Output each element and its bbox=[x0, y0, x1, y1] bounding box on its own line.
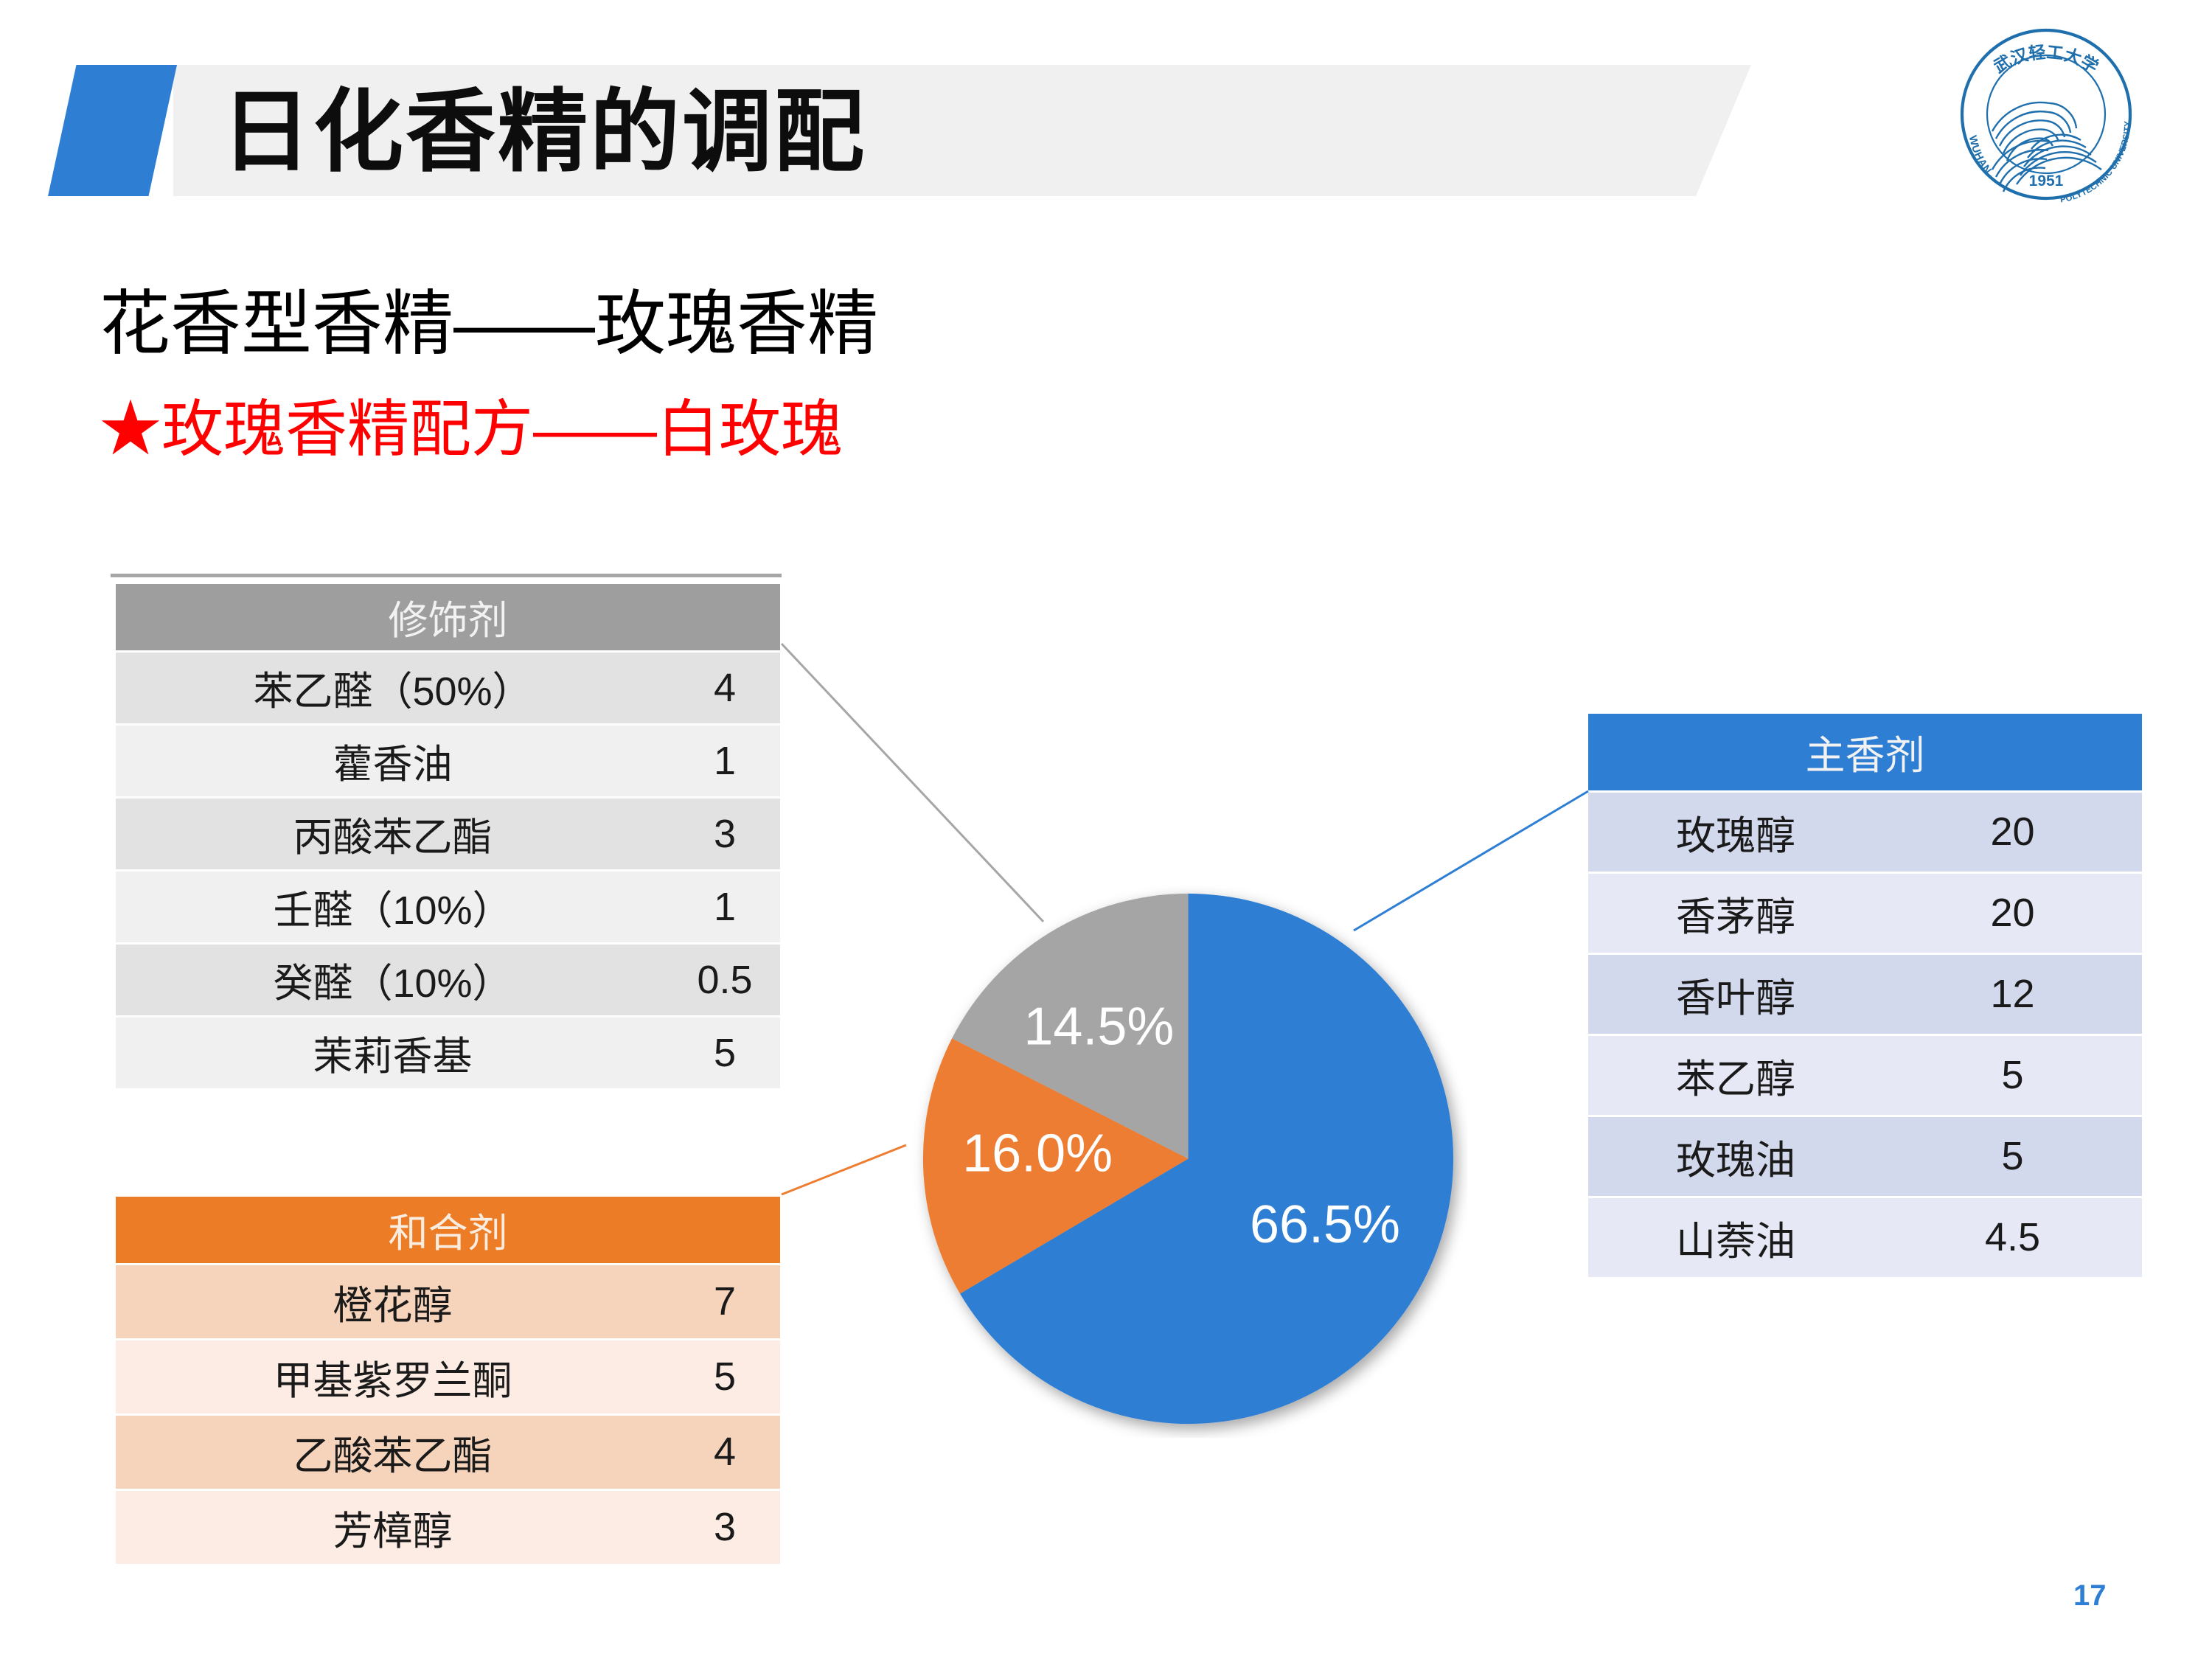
svg-text:14.5%: 14.5% bbox=[1023, 997, 1174, 1056]
svg-text:66.5%: 66.5% bbox=[1250, 1195, 1400, 1254]
svg-text:16.0%: 16.0% bbox=[962, 1124, 1113, 1183]
svg-text:1951: 1951 bbox=[2029, 173, 2064, 189]
